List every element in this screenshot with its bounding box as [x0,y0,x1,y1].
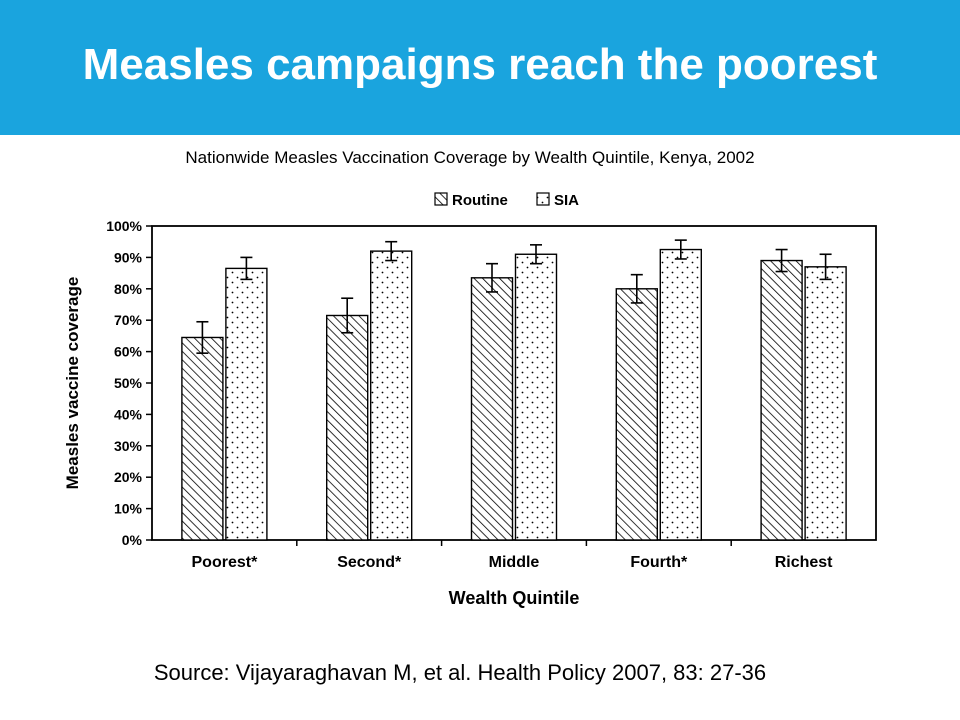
y-tick-label: 70% [114,312,143,328]
title-banner: Measles campaigns reach the poorest [0,0,960,135]
legend-swatch-routine [434,192,448,206]
bar-routine [326,314,369,541]
bar-sia [225,267,268,541]
plot-area: 0% 10% 20% 30% 40% 50% 60% 70% 80% 90% 100% Poorest… [106,218,877,571]
bar-sia [659,248,702,541]
legend: Routine SIA [434,192,579,209]
y-tick-label: 100% [106,218,142,234]
bar-routine [470,277,514,541]
y-tick-label: 10% [114,501,143,517]
bar-sia [370,250,413,541]
x-axis-label: Wealth Quintile [449,588,580,608]
x-tick-label: Fourth* [630,554,688,571]
legend-label-sia: SIA [554,192,579,209]
y-axis-label: Measles vaccine coverage [63,277,82,490]
chart-subtitle: Nationwide Measles Vaccination Coverage … [185,148,755,167]
x-tick-label: Middle [489,554,540,571]
bar-routine [760,259,803,541]
y-tick-label: 20% [114,469,143,485]
y-tick-label: 40% [114,406,143,422]
source-citation: Source: Vijayaraghavan M, et al. Health … [153,660,767,685]
bar-routine [615,288,658,541]
bar-sia [514,253,558,541]
x-tick-label: Richest [775,554,833,571]
bar-chart: Routine SIA Measles vaccine coverage Wea… [63,192,877,608]
y-tick-label: 50% [114,375,143,391]
y-tick-label: 80% [114,281,143,297]
y-tick-label: 0% [122,532,143,548]
bar-sia [804,266,847,541]
legend-label-routine: Routine [452,192,508,209]
y-tick-label: 90% [114,249,143,265]
slide-title: Measles campaigns reach the poorest [82,40,878,89]
legend-swatch-sia [536,192,550,206]
x-tick-label: Second* [337,554,402,571]
y-tick-label: 30% [114,438,143,454]
y-tick-label: 60% [114,344,143,360]
x-tick-label: Poorest* [192,554,259,571]
bar-routine [181,336,224,541]
